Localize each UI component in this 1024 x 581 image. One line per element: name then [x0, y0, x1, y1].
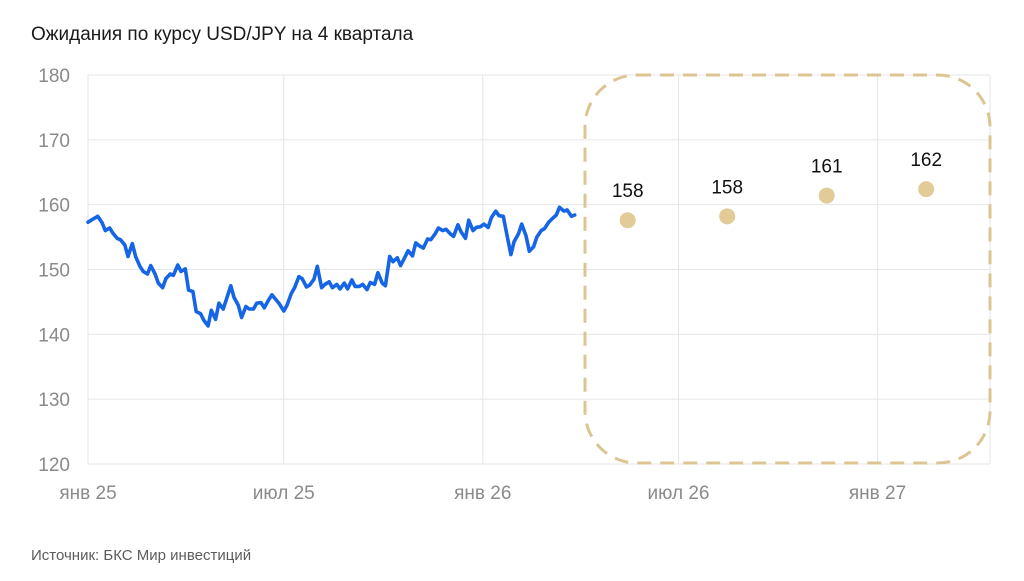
series-layer	[86, 205, 577, 328]
y-tick-label: 160	[38, 196, 70, 217]
y-axis-ticks: 180 170 160 150 140 130 120	[38, 66, 70, 476]
forecast-value-label: 161	[811, 157, 843, 178]
forecast-points: 158 158 161 162	[612, 150, 942, 229]
y-tick-label: 180	[38, 66, 70, 87]
forecast-point	[918, 181, 935, 198]
forecast-value-label: 158	[711, 177, 743, 198]
forecast-value-label: 162	[910, 150, 942, 171]
x-tick-label: янв 26	[454, 483, 511, 504]
forecast-point	[818, 187, 835, 204]
x-tick-label: янв 25	[59, 483, 116, 504]
x-tick-label: июл 26	[648, 483, 710, 504]
source-note: Источник: БКС Мир инвестиций	[31, 547, 252, 564]
usd-jpy-line	[86, 205, 577, 328]
grid	[87, 74, 991, 465]
forecast-point	[619, 212, 636, 229]
chart-title: Ожидания по курсу USD/JPY на 4 квартала	[31, 24, 414, 45]
forecast-region-box	[583, 73, 992, 465]
y-tick-label: 130	[38, 390, 70, 411]
x-tick-label: июл 25	[253, 483, 315, 504]
forecast-value-label: 158	[612, 181, 644, 202]
x-axis-ticks: янв 25 июл 25 янв 26 июл 26 янв 27	[59, 483, 906, 504]
y-tick-label: 150	[38, 261, 70, 282]
y-tick-label: 140	[38, 325, 70, 346]
forecast-point	[719, 208, 736, 225]
x-tick-label: янв 27	[849, 483, 906, 504]
y-tick-label: 120	[38, 455, 70, 476]
y-tick-label: 170	[38, 131, 70, 152]
